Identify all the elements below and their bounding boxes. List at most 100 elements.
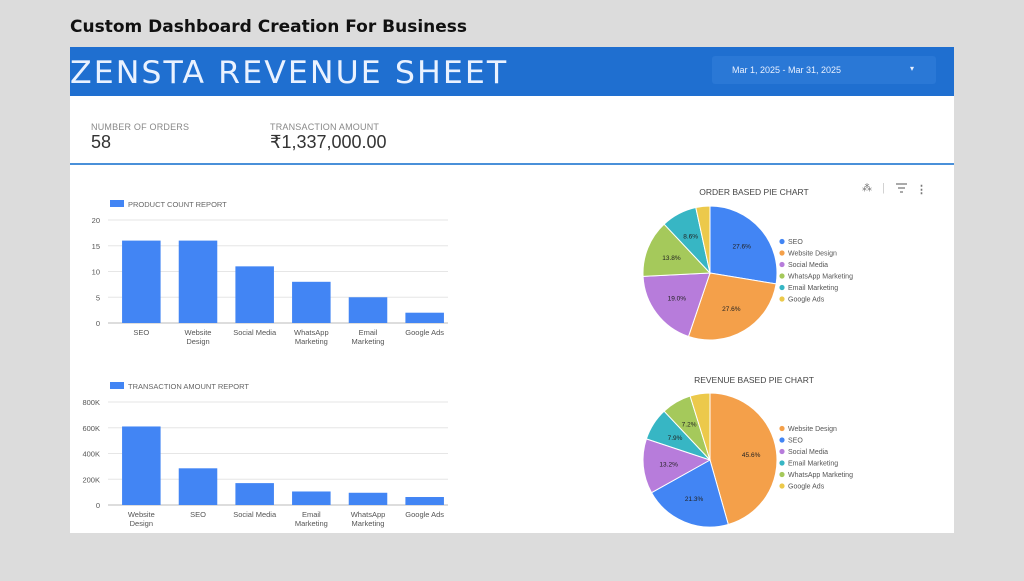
- x-tick-label: WhatsApp: [351, 510, 386, 519]
- legend-dot: [779, 425, 785, 432]
- legend-label: Website Design: [788, 426, 837, 433]
- x-tick-label: Marketing: [352, 519, 385, 528]
- x-tick-label: Design: [130, 519, 153, 528]
- pie-slice-label: 21.3%: [685, 496, 704, 503]
- bar: [405, 312, 444, 323]
- x-tick-label: Marketing: [295, 519, 328, 528]
- x-tick-label: Marketing: [352, 337, 385, 346]
- x-tick-label: Website: [185, 328, 212, 337]
- dashboard: ZENSTA REVENUE SHEET Mar 1, 2025 - Mar 3…: [70, 47, 954, 533]
- bar-chart-1: PRODUCT COUNT REPORT 0 5 10 15 20 SEO WebsiteDe…: [92, 200, 448, 346]
- legend-label: WhatsApp Marketing: [788, 472, 853, 479]
- pie-slice: [642, 438, 712, 494]
- y-tick-label: 15: [92, 242, 100, 251]
- pie-slice-label: 19.0%: [668, 296, 687, 303]
- date-range-picker[interactable]: Mar 1, 2025 - Mar 31, 2025 ▾: [712, 56, 936, 84]
- pie-slice-label: 13.8%: [662, 255, 681, 262]
- pie-chart-2: REVENUE BASED PIE CHART 45.6% Website Desi…: [642, 375, 853, 528]
- y-tick-label: 10: [92, 268, 100, 277]
- legend-dot: [779, 273, 785, 279]
- ai-icon[interactable]: ⁂: [862, 183, 872, 194]
- pie-title: REVENUE BASED PIE CHART: [694, 375, 814, 385]
- pie-slice-label: 45.6%: [742, 452, 761, 459]
- pie-slice: [687, 272, 777, 341]
- x-tick-label: Marketing: [295, 337, 328, 346]
- legend-label: Google Ads: [788, 297, 825, 304]
- bar: [122, 426, 161, 505]
- page-heading: Custom Dashboard Creation For Business: [70, 17, 468, 37]
- bar: [292, 281, 331, 323]
- bar: [405, 497, 444, 505]
- bar: [235, 266, 274, 323]
- kpi-amount-label: TRANSACTION AMOUNT: [270, 122, 380, 132]
- y-tick-label: 5: [96, 293, 100, 302]
- bar: [178, 468, 218, 505]
- filter-icon[interactable]: [896, 183, 907, 197]
- legend-label: Email Marketing: [788, 461, 838, 468]
- legend-dot: [779, 437, 785, 443]
- legend-label: WhatsApp Marketing: [788, 274, 853, 281]
- more-vert-icon[interactable]: ⋮: [916, 184, 927, 196]
- legend-dot: [779, 261, 785, 268]
- pie-slice-label: 7.2%: [682, 422, 697, 429]
- chevron-down-icon[interactable]: ▾: [909, 64, 914, 73]
- legend-label: Website Design: [788, 251, 837, 258]
- pie-slice: [709, 205, 778, 285]
- pie-chart-1: ORDER BASED PIE CHART 27.6% SEO 27.6% Websit…: [642, 187, 853, 341]
- kpi-orders-label: NUMBER OF ORDERS: [91, 122, 190, 132]
- chart-toolbar: ⁂ | ⋮: [860, 182, 930, 199]
- bar: [348, 492, 388, 505]
- pie-slice: [689, 392, 711, 461]
- bar: [178, 240, 218, 323]
- legend-dot: [779, 448, 785, 455]
- legend-dot: [779, 471, 785, 478]
- y-tick-label: 400K: [82, 450, 100, 459]
- legend-dot: [779, 284, 785, 291]
- legend-dot: [779, 483, 785, 489]
- pie-slice: [695, 205, 711, 274]
- pie-slice-label: 8.6%: [683, 234, 698, 241]
- legend-label: PRODUCT COUNT REPORT: [128, 200, 227, 209]
- x-tick-label: Social Media: [233, 328, 277, 337]
- legend-dot: [779, 238, 785, 245]
- legend-swatch: [110, 200, 124, 207]
- bar: [235, 483, 274, 505]
- legend-label: SEO: [788, 239, 803, 246]
- x-tick-label: Social Media: [233, 510, 277, 519]
- bar: [348, 297, 388, 323]
- legend-dot: [779, 250, 785, 256]
- bar: [122, 240, 161, 323]
- pie-slice-label: 7.9%: [668, 435, 683, 442]
- y-tick-label: 600K: [82, 424, 100, 433]
- y-tick-label: 20: [92, 216, 100, 225]
- pie-slice: [650, 459, 729, 528]
- dashboard-title: ZENSTA REVENUE SHEET: [70, 55, 509, 91]
- y-tick-label: 800K: [82, 398, 100, 407]
- x-tick-label: WhatsApp: [294, 328, 329, 337]
- legend-label: TRANSACTION AMOUNT REPORT: [128, 382, 249, 391]
- legend-dot: [779, 460, 785, 466]
- bar: [292, 491, 331, 505]
- x-tick-label: Email: [302, 510, 321, 519]
- legend-label: Email Marketing: [788, 285, 838, 292]
- x-tick-label: Email: [359, 328, 378, 337]
- pie-slice-label: 27.6%: [722, 306, 741, 313]
- legend-dot: [779, 296, 785, 302]
- x-tick-label: Design: [186, 337, 209, 346]
- dashboard-banner: ZENSTA REVENUE SHEET Mar 1, 2025 - Mar 3…: [70, 47, 954, 96]
- pie-title: ORDER BASED PIE CHART: [699, 187, 808, 197]
- y-tick-label: 200K: [82, 475, 100, 484]
- legend-label: SEO: [788, 438, 803, 445]
- x-tick-label: SEO: [190, 510, 206, 519]
- kpi-amount-value: ₹1,337,000.00: [270, 132, 387, 152]
- x-tick-label: Google Ads: [405, 510, 444, 519]
- y-tick-label: 0: [96, 319, 100, 328]
- x-tick-label: Website: [128, 510, 155, 519]
- legend-label: Google Ads: [788, 484, 825, 491]
- pie-slice-label: 13.2%: [659, 461, 678, 468]
- x-tick-label: Google Ads: [405, 328, 444, 337]
- pie-slice-label: 27.6%: [732, 244, 751, 251]
- toolbar-divider: |: [882, 182, 885, 194]
- kpi-divider: [70, 163, 954, 165]
